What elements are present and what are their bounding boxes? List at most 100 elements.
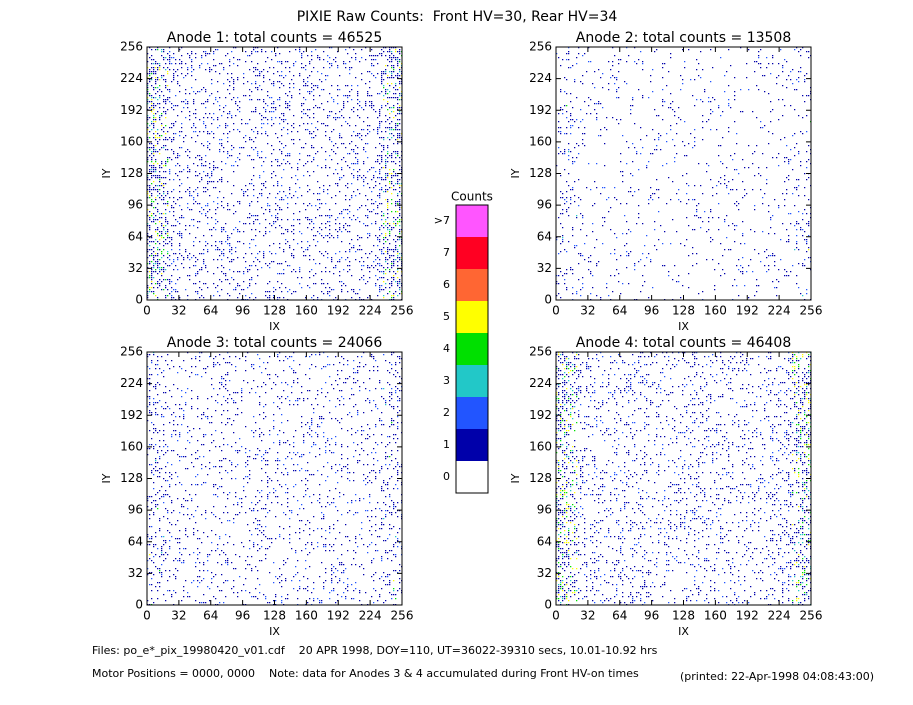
x-tick-label: 32 — [580, 304, 595, 318]
y-tick-label: 256 — [120, 345, 143, 359]
colorbar-label: >7 — [434, 214, 450, 227]
count-speckle — [556, 47, 812, 301]
colorbar-level — [456, 397, 488, 429]
colorbar-level — [456, 205, 488, 237]
colorbar-label: 5 — [443, 310, 450, 323]
colorbar-title: Counts — [451, 190, 493, 204]
x-axis-label: IX — [678, 625, 689, 638]
y-axis-label: IY — [509, 473, 522, 483]
x-tick-label: 0 — [143, 609, 151, 623]
x-tick-label: 128 — [263, 304, 286, 318]
colorbar-label: 2 — [443, 406, 450, 419]
plot-frame — [555, 46, 812, 301]
x-tick-label: 192 — [736, 304, 759, 318]
panel-title: Anode 4: total counts = 46408 — [576, 335, 791, 351]
y-tick-label: 192 — [120, 103, 143, 117]
x-tick-label: 224 — [359, 609, 382, 623]
colorbar-frame — [455, 204, 489, 494]
y-tick-label: 64 — [537, 534, 552, 548]
colorbar-label: 6 — [443, 278, 450, 291]
x-tick-label: 256 — [800, 304, 823, 318]
y-tick-label: 64 — [537, 229, 552, 243]
y-tick-label: 0 — [135, 598, 143, 612]
colorbar-label: 1 — [443, 438, 450, 451]
count-speckle — [149, 554, 395, 582]
figure-title: PIXIE Raw Counts: Front HV=30, Rear HV=3… — [297, 9, 618, 25]
count-speckle — [147, 352, 403, 606]
count-speckle — [147, 352, 403, 606]
x-axis-label: IX — [269, 625, 280, 638]
x-tick-label: 64 — [612, 304, 627, 318]
y-tick-label: 128 — [529, 471, 552, 485]
x-tick-label: 96 — [644, 304, 659, 318]
count-speckle — [147, 49, 403, 301]
x-tick-label: 256 — [391, 609, 414, 623]
x-tick-label: 224 — [768, 304, 791, 318]
count-speckle — [151, 422, 397, 606]
y-tick-label: 224 — [529, 71, 552, 85]
panel-title: Anode 1: total counts = 46525 — [167, 30, 382, 46]
y-tick-label: 32 — [537, 566, 552, 580]
y-tick-label: 64 — [128, 229, 143, 243]
y-tick-label: 160 — [529, 134, 552, 148]
x-axis-label: IX — [678, 320, 689, 333]
y-tick-label: 128 — [529, 166, 552, 180]
y-axis-label: IY — [100, 168, 113, 178]
y-tick-label: 160 — [120, 134, 143, 148]
x-tick-label: 64 — [612, 609, 627, 623]
y-tick-label: 32 — [128, 261, 143, 275]
count-speckle — [153, 352, 397, 592]
colorbar-level — [456, 461, 488, 493]
count-speckle — [556, 352, 812, 602]
y-tick-label: 0 — [544, 293, 552, 307]
count-speckle — [556, 352, 812, 606]
count-speckle — [562, 151, 804, 297]
x-tick-label: 160 — [295, 609, 318, 623]
x-tick-label: 224 — [768, 609, 791, 623]
x-tick-label: 32 — [171, 609, 186, 623]
x-tick-label: 128 — [263, 609, 286, 623]
x-tick-label: 32 — [580, 609, 595, 623]
x-tick-label: 160 — [704, 304, 727, 318]
count-speckle — [147, 49, 403, 299]
x-tick-label: 0 — [552, 609, 560, 623]
colorbar-level — [456, 269, 488, 301]
y-tick-label: 256 — [529, 345, 552, 359]
count-speckle — [556, 354, 812, 606]
panel-title: Anode 2: total counts = 13508 — [576, 30, 791, 46]
y-tick-label: 96 — [537, 503, 552, 517]
y-axis-label: IY — [100, 473, 113, 483]
plot-frame — [146, 351, 403, 606]
x-tick-label: 160 — [704, 609, 727, 623]
y-tick-label: 192 — [120, 408, 143, 422]
y-tick-label: 256 — [120, 40, 143, 54]
x-tick-label: 192 — [736, 609, 759, 623]
y-tick-label: 64 — [128, 534, 143, 548]
x-tick-label: 32 — [171, 304, 186, 318]
footer-motor: Motor Positions = 0000, 0000 Note: data … — [92, 667, 639, 680]
count-speckle — [169, 47, 383, 301]
footer-printed: (printed: 22-Apr-1998 04:08:43:00) — [680, 670, 874, 683]
footer-files: Files: po_e*_pix_19980420_v01.cdf 20 APR… — [92, 644, 658, 657]
y-tick-label: 96 — [128, 198, 143, 212]
y-tick-label: 96 — [537, 198, 552, 212]
x-tick-label: 0 — [143, 304, 151, 318]
count-speckle — [147, 47, 403, 301]
x-tick-label: 64 — [203, 609, 218, 623]
y-tick-label: 192 — [529, 103, 552, 117]
count-speckle — [556, 47, 812, 301]
colorbar-label: 4 — [443, 342, 450, 355]
count-speckle — [147, 49, 403, 301]
x-tick-label: 64 — [203, 304, 218, 318]
y-tick-label: 256 — [529, 40, 552, 54]
x-tick-label: 96 — [235, 304, 250, 318]
x-tick-label: 0 — [552, 304, 560, 318]
x-tick-label: 256 — [800, 609, 823, 623]
y-tick-label: 0 — [135, 293, 143, 307]
x-tick-label: 224 — [359, 304, 382, 318]
y-tick-label: 224 — [120, 71, 143, 85]
y-tick-label: 128 — [120, 471, 143, 485]
colorbar-label: 3 — [443, 374, 450, 387]
colorbar-level — [456, 301, 488, 333]
y-tick-label: 192 — [529, 408, 552, 422]
